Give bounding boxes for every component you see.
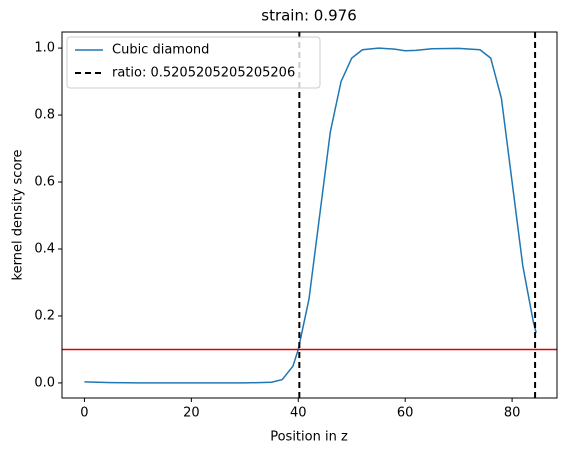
y-tick-label: 0.0 — [34, 375, 55, 390]
data-line — [84, 47, 537, 384]
axes-frame — [61, 31, 558, 399]
chart-title: strain: 0.976 — [261, 7, 357, 25]
y-axis-label: kernel density score — [11, 150, 26, 281]
x-tick-label: 40 — [290, 406, 307, 421]
y-tick-label: 0.8 — [34, 108, 55, 123]
x-tick-label: 0 — [80, 406, 88, 421]
x-tick-label: 80 — [504, 406, 521, 421]
x-tick-label: 20 — [183, 406, 200, 421]
y-tick-label: 0.4 — [34, 241, 55, 256]
y-tick-label: 1.0 — [34, 41, 55, 56]
x-tick-label: 60 — [397, 406, 414, 421]
legend-box — [66, 36, 321, 89]
y-tick-label: 0.6 — [34, 175, 55, 190]
x-axis-label: Position in z — [270, 430, 348, 445]
legend-label: ratio: 0.5205205205205206 — [112, 66, 295, 81]
legend-label: Cubic diamond — [112, 43, 209, 58]
y-tick-label: 0.2 — [34, 308, 55, 323]
